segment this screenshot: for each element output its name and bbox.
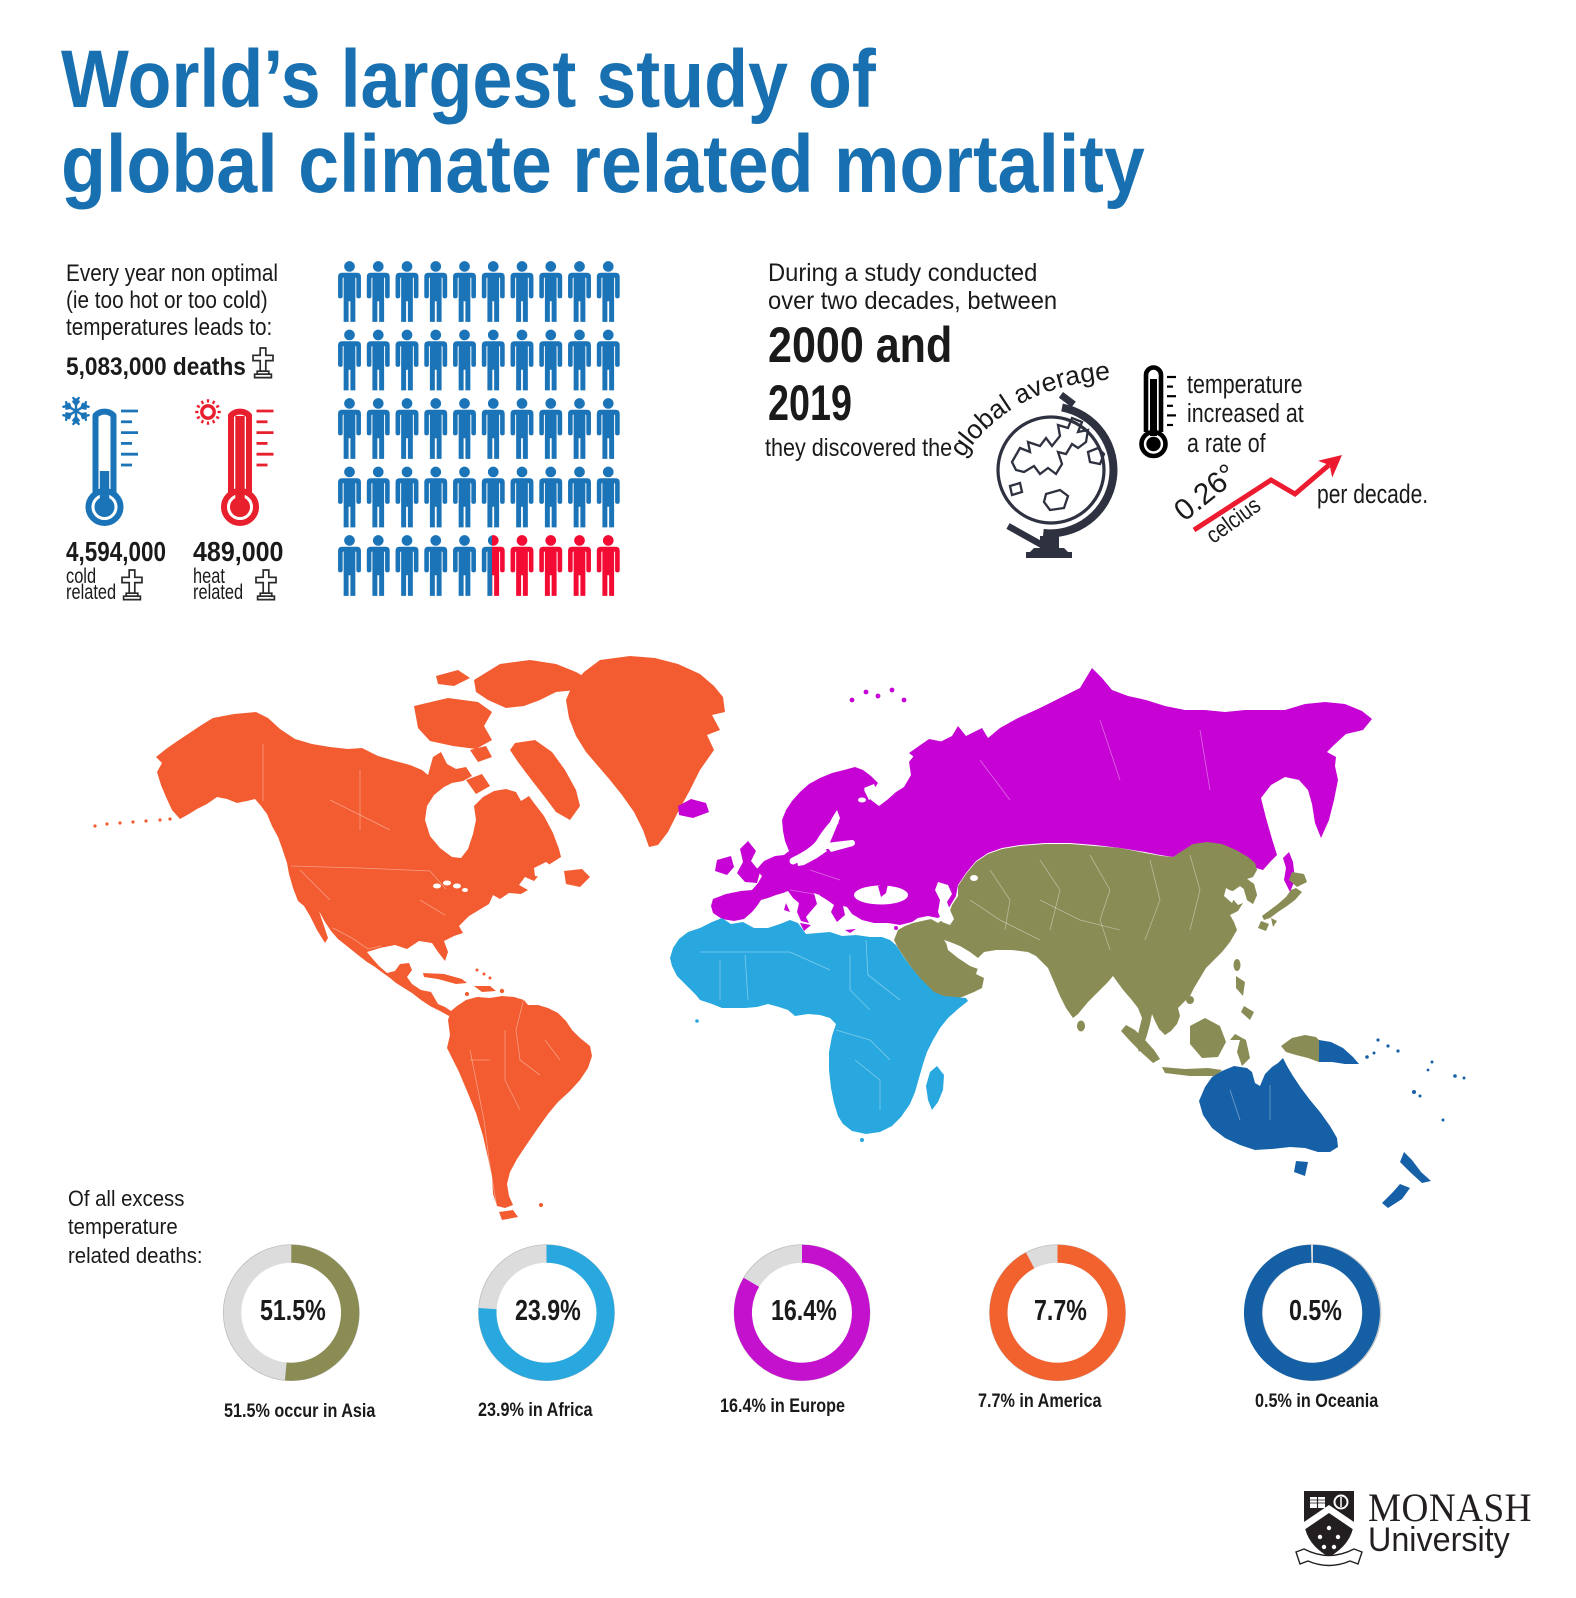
svg-text:global average: global average bbox=[943, 355, 1111, 461]
